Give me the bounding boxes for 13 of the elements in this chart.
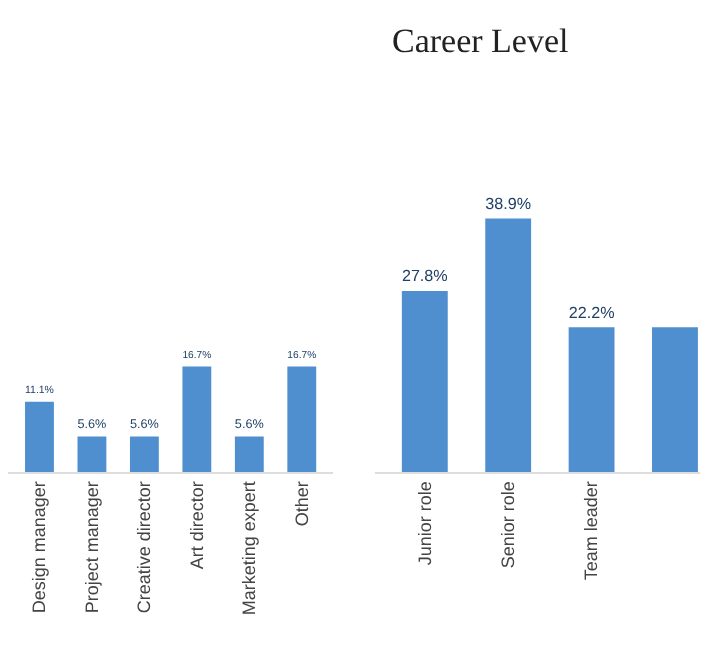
data-label: 27.8% <box>401 267 448 286</box>
x-tick-label: Marketing expert <box>239 480 260 616</box>
x-tick-label: Team leader <box>581 481 602 581</box>
x-tick-label: Senior role <box>498 481 519 569</box>
data-label: 38.9% <box>485 194 532 213</box>
x-tick-label: Creative director <box>134 481 155 614</box>
chart-title: Career Level <box>392 22 570 60</box>
x-tick-label: Project manager <box>81 481 102 614</box>
data-label: 22.2% <box>568 303 615 322</box>
x-tick-label: Junior role <box>414 481 435 566</box>
x-tick-label: Art director <box>186 481 207 570</box>
x-tick-label: Design manager <box>29 481 50 614</box>
x-tick-label: Other <box>291 481 312 527</box>
